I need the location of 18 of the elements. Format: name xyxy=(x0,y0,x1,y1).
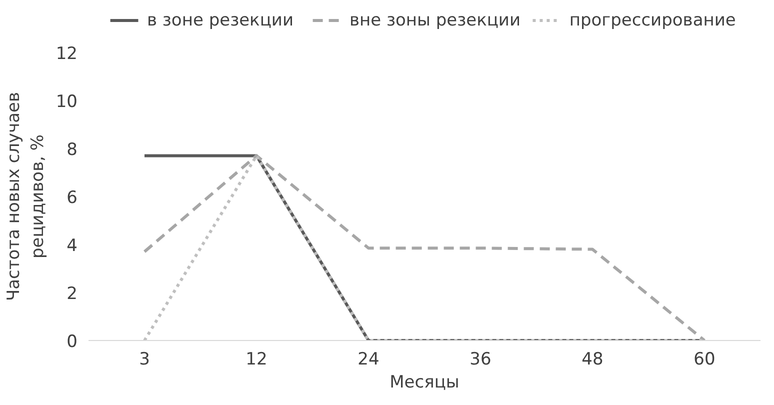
y-tick-label: 12 xyxy=(56,44,78,64)
x-tick-label: 3 xyxy=(139,350,150,370)
x-tick-label: 24 xyxy=(358,350,380,370)
y-tick-label: 2 xyxy=(66,284,78,304)
legend-label: в зоне резекции xyxy=(146,10,294,30)
x-tick-label: 12 xyxy=(246,350,268,370)
y-tick-label: 0 xyxy=(66,332,78,352)
legend-label: вне зоны резекции xyxy=(349,10,521,30)
x-tick-label: 36 xyxy=(470,350,492,370)
y-axis-title: Частота новых случаев рецидивов, % xyxy=(4,92,48,302)
x-tick-label: 48 xyxy=(582,350,604,370)
x-axis-title: Месяцы xyxy=(390,372,460,392)
x-tick-label: 60 xyxy=(694,350,716,370)
y-tick-label: 10 xyxy=(56,92,78,112)
y-tick-label: 8 xyxy=(66,140,78,160)
legend-label: прогрессирование xyxy=(569,10,736,30)
y-tick-label: 4 xyxy=(66,236,78,256)
y-tick-label: 6 xyxy=(66,188,78,208)
